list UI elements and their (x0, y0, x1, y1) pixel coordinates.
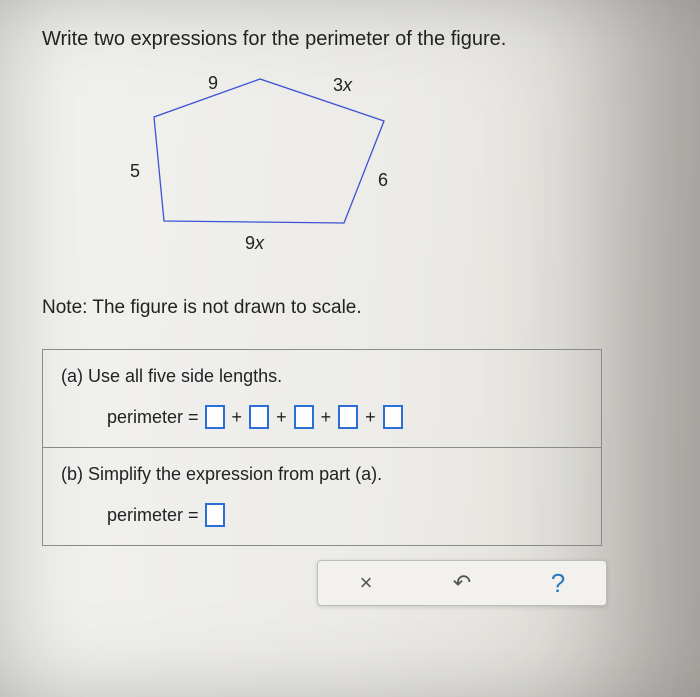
part-b-expression: perimeter = (61, 503, 583, 527)
blank-input-2[interactable] (249, 405, 269, 429)
undo-button[interactable]: ↶ (442, 570, 482, 596)
blank-input-b[interactable] (205, 503, 225, 527)
blank-input-1[interactable] (205, 405, 225, 429)
plus-op: + (275, 407, 288, 428)
blank-input-3[interactable] (294, 405, 314, 429)
worksheet-page: Write two expressions for the perimeter … (0, 0, 700, 697)
plus-op: + (320, 407, 333, 428)
help-button[interactable]: ? (538, 568, 578, 599)
clear-button[interactable]: × (346, 570, 386, 596)
blank-input-5[interactable] (383, 405, 403, 429)
plus-op: + (231, 407, 244, 428)
perimeter-lhs: perimeter = (107, 407, 199, 428)
blank-input-4[interactable] (338, 405, 358, 429)
side-label-5: 5 (130, 161, 140, 182)
part-a-label: (a) Use all five side lengths. (61, 366, 583, 387)
pentagon-svg (100, 63, 430, 273)
perimeter-lhs: perimeter = (107, 505, 199, 526)
action-toolbar: × ↶ ? (317, 560, 607, 606)
pentagon-figure: 9 3x 5 6 9x (100, 63, 430, 273)
plus-op: + (364, 407, 377, 428)
part-a-row: (a) Use all five side lengths. perimeter… (43, 350, 601, 447)
question-prompt: Write two expressions for the perimeter … (42, 28, 642, 51)
side-label-9x: 9x (245, 233, 264, 254)
part-b-row: (b) Simplify the expression from part (a… (43, 447, 601, 545)
answer-table: (a) Use all five side lengths. perimeter… (42, 349, 602, 546)
part-b-label: (b) Simplify the expression from part (a… (61, 464, 583, 485)
scale-note: Note: The figure is not drawn to scale. (42, 297, 642, 319)
side-label-3x: 3x (333, 75, 352, 96)
side-label-6: 6 (378, 170, 388, 191)
part-a-expression: perimeter = + + + + (61, 405, 583, 429)
side-label-9: 9 (208, 73, 218, 94)
